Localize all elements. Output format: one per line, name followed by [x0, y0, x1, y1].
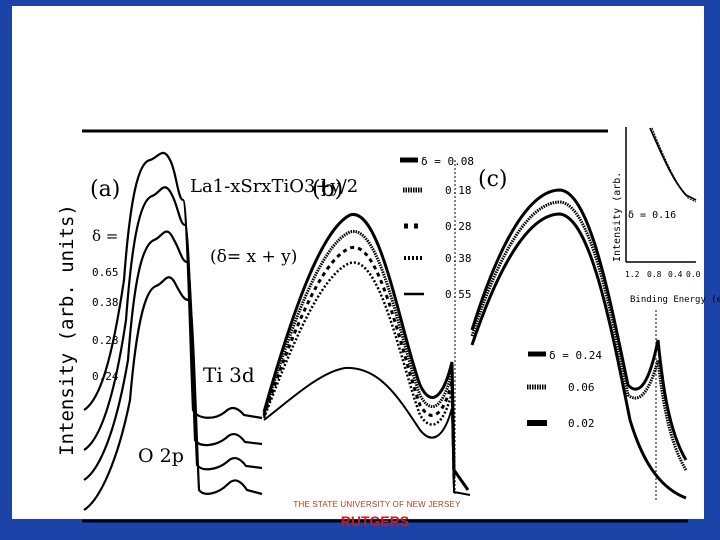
panel-b-label: (b)	[312, 177, 343, 202]
inset-y-label: Intensity (arb.	[612, 172, 623, 262]
curve-c-3	[470, 212, 687, 500]
formula-label: La1-xSrxTiO3+y/2	[190, 176, 358, 197]
slide-frame-right	[704, 0, 720, 540]
curve-b-4	[262, 261, 456, 486]
panel-b-curves	[262, 213, 471, 496]
curve-c-1	[470, 188, 688, 461]
legend-c: δ = 0.24 0.06 0.02	[527, 349, 602, 430]
legend-a-item: 0.38	[92, 296, 119, 309]
ti-3d-annotation: Ti 3d	[203, 363, 255, 387]
rutgers-logo-text: RUTGERS	[340, 513, 410, 529]
legend-b-item: 0.28	[445, 220, 472, 233]
legend-b: δ = 0.08 0.18 0.28 0.38 0.55	[400, 155, 474, 301]
slide-frame-top	[0, 0, 720, 6]
curve-b-5	[263, 366, 471, 496]
inset-tick-label: 0.8	[647, 270, 662, 279]
legend-b-item: δ = 0.08	[421, 155, 474, 168]
legend-c-item: 0.06	[568, 381, 595, 394]
panel-a-curves	[83, 151, 263, 511]
legend-a-item: 0.24	[92, 370, 119, 383]
inset-tick-label: 1.2	[625, 270, 640, 279]
slide-frame-bottom	[0, 519, 720, 540]
slide-frame-left	[0, 0, 12, 540]
inset-curve	[651, 127, 697, 203]
legend-b-item: 0.55	[445, 288, 472, 301]
curve-b-2	[262, 230, 456, 476]
inset-plot: Intensity (arb. δ = 0.16 1.2 0.8 0.4 0.0…	[612, 127, 720, 305]
y-axis-label: Intensity (arb. units)	[56, 204, 78, 456]
curve-a-1	[83, 151, 263, 420]
curve-c-2	[470, 200, 688, 471]
curve-b-3	[262, 246, 456, 481]
o-2p-annotation: O 2p	[138, 445, 184, 467]
legend-c-item: δ = 0.24	[549, 349, 602, 362]
university-tagline: THE STATE UNIVERSITY OF NEW JERSEY	[293, 500, 461, 509]
legend-a-item: 0.65	[92, 266, 119, 279]
inset-tick-label: 0.0	[686, 270, 701, 279]
inset-x-label: Binding Energy (eV)	[630, 295, 720, 305]
legend-b-item: 0.38	[445, 252, 472, 265]
legend-a-heading: δ =	[92, 227, 118, 245]
inset-tick-label: 0.4	[668, 270, 683, 279]
panel-a-label: (a)	[90, 177, 120, 202]
curve-a-3	[83, 230, 263, 481]
curve-a-2	[83, 186, 263, 451]
legend-b-item: 0.18	[445, 184, 472, 197]
delta-relation-label: (δ= x + y)	[210, 247, 297, 267]
inset-legend: δ = 0.16	[628, 210, 676, 221]
legend-c-item: 0.02	[568, 417, 595, 430]
curve-a-4	[83, 276, 263, 511]
panel-c-curves	[470, 188, 688, 500]
panel-c-label: (c)	[478, 167, 508, 192]
curve-b-1	[262, 213, 470, 491]
